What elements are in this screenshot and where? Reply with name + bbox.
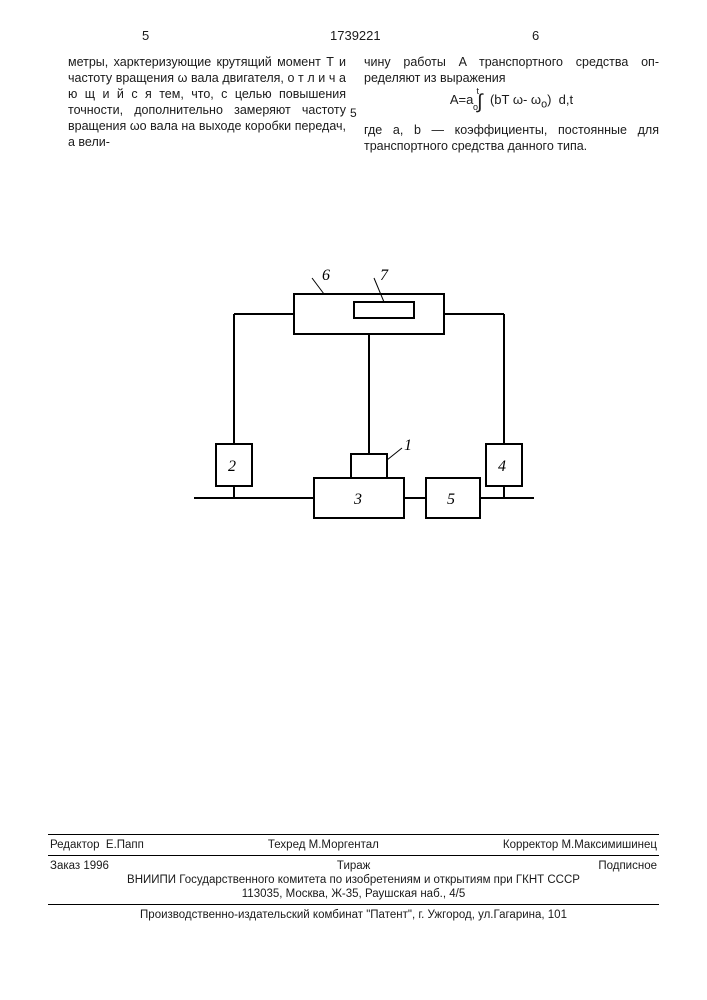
formula-upper-limit: t — [476, 86, 479, 96]
right-column-top: чину работы A транспортного средства оп­… — [364, 54, 659, 86]
editor: Редактор Е.Папп — [50, 839, 144, 851]
page-number-left: 5 — [142, 28, 149, 43]
text-columns: метры, харктеризующие крутящий мо­мент T… — [68, 54, 659, 154]
footer-rule-1 — [48, 834, 659, 835]
right-column: 5 чину работы A транспортного средства о… — [364, 54, 659, 154]
patent-page: 5 1739221 6 метры, харктеризующие крутящ… — [0, 0, 707, 1000]
line-marker: 5 — [350, 106, 357, 121]
address-line: 113035, Москва, Ж-35, Раушская наб., 4/5 — [48, 887, 659, 901]
podpisnoe: Подписное — [598, 860, 657, 872]
label-3: 3 — [353, 491, 362, 508]
right-column-bottom: где a, b — коэффициенты, постоянные для … — [364, 122, 659, 154]
order-number: Заказ 1996 — [50, 860, 109, 872]
document-number: 1739221 — [330, 28, 381, 43]
org-line: ВНИИПИ Государственного комитета по изоб… — [48, 873, 659, 887]
label-5: 5 — [447, 491, 455, 508]
imprint-footer: Редактор Е.Папп Техред М.Моргентал Корре… — [48, 831, 659, 922]
footer-rule-2 — [48, 855, 659, 856]
left-column-text: метры, харктеризующие крутящий мо­мент T… — [68, 55, 346, 149]
credits-row: Редактор Е.Папп Техред М.Моргентал Корре… — [48, 838, 659, 852]
footer-rule-3 — [48, 904, 659, 905]
block-diagram: 6 7 2 4 1 3 — [68, 264, 659, 554]
left-column: метры, харктеризующие крутящий мо­мент T… — [68, 54, 346, 154]
label-1: 1 — [404, 437, 412, 454]
page-header: 5 1739221 6 — [68, 28, 659, 50]
printer-line: Производственно-издательский комбинат "П… — [48, 908, 659, 922]
order-row: Заказ 1996 Тираж Подписное — [48, 859, 659, 873]
block-7 — [354, 302, 414, 318]
corrector: Корректор М.Максимишинец — [503, 839, 657, 851]
block-1 — [351, 454, 387, 478]
formula-lower-limit: o — [473, 102, 478, 112]
page-number-right: 6 — [532, 28, 539, 43]
diagram-svg: 6 7 2 4 1 3 — [194, 264, 534, 554]
label-7: 7 — [380, 267, 389, 284]
label-2: 2 — [228, 458, 236, 475]
block-6 — [294, 294, 444, 334]
formula: A=a ∫to(bT ω- ωo) d,t — [364, 90, 659, 116]
tirazh: Тираж — [337, 860, 370, 872]
label-6: 6 — [322, 267, 330, 284]
label-4: 4 — [498, 458, 506, 475]
techred: Техред М.Моргентал — [268, 839, 379, 851]
